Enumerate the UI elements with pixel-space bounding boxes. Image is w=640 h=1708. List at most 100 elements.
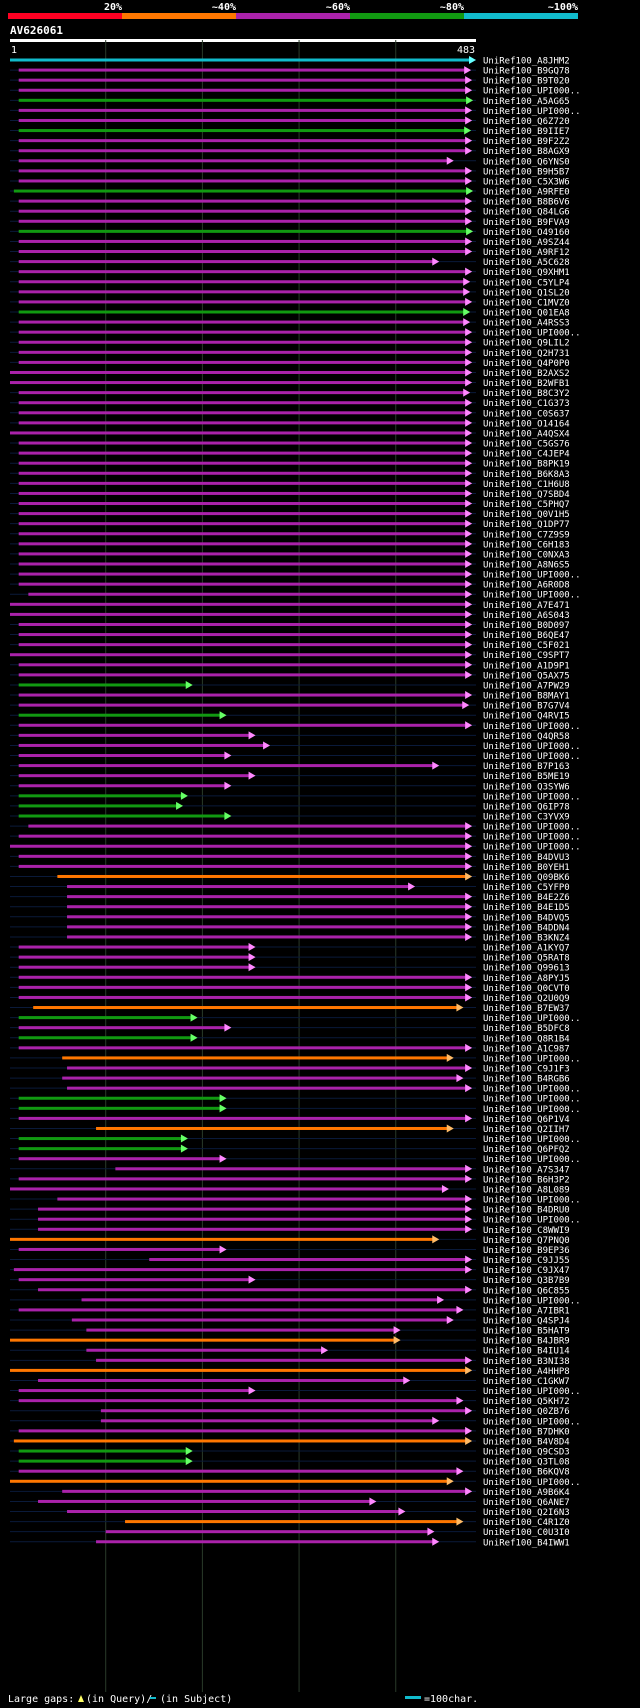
- hit-bar[interactable]: [67, 905, 467, 909]
- hit-bar[interactable]: [18, 572, 467, 576]
- hit-row[interactable]: UniRef100_B3NI38: [10, 1356, 570, 1367]
- hit-row[interactable]: UniRef100_C9JX47: [10, 1265, 570, 1277]
- hit-row[interactable]: UniRef100_Q2I6N3: [10, 1507, 570, 1519]
- hit-bar[interactable]: [62, 1076, 458, 1080]
- hit-label[interactable]: UniRef100_C4R1Z0: [483, 1518, 570, 1528]
- hit-row[interactable]: UniRef100_Q4P0P0: [10, 358, 570, 369]
- hit-bar[interactable]: [18, 1026, 226, 1030]
- hit-label[interactable]: UniRef100_O14164: [483, 419, 570, 429]
- hit-label[interactable]: UniRef100_B8B6V6: [483, 198, 570, 208]
- hit-label[interactable]: UniRef100_B7EW37: [483, 1004, 570, 1014]
- hit-label[interactable]: UniRef100_C9JX47: [483, 1266, 570, 1276]
- hit-label[interactable]: UniRef100_Q4QR58: [483, 732, 570, 742]
- hit-row[interactable]: UniRef100_Q6C855: [10, 1285, 570, 1297]
- hit-bar[interactable]: [18, 1106, 221, 1110]
- hit-row[interactable]: UniRef100_UPI000..: [10, 822, 581, 833]
- hit-row[interactable]: UniRef100_Q1DP77: [10, 519, 570, 531]
- hit-label[interactable]: UniRef100_B9GQ78: [483, 67, 570, 77]
- hit-label[interactable]: UniRef100_Q2H731: [483, 349, 570, 359]
- hit-bar[interactable]: [18, 562, 467, 566]
- hit-label[interactable]: UniRef100_UPI000..: [483, 1105, 581, 1115]
- hit-bar[interactable]: [18, 754, 226, 758]
- hit-label[interactable]: UniRef100_C9SPT7: [483, 651, 570, 661]
- hit-row[interactable]: UniRef100_Q0ZB76: [10, 1406, 570, 1418]
- hit-row[interactable]: UniRef100_B4E2Z6: [10, 892, 570, 904]
- hit-label[interactable]: UniRef100_B5DFC8: [483, 1024, 570, 1034]
- hit-label[interactable]: UniRef100_Q2I6N3: [483, 1508, 570, 1518]
- hit-label[interactable]: UniRef100_C0S637: [483, 409, 570, 419]
- hit-row[interactable]: UniRef100_A7S347: [10, 1164, 570, 1176]
- hit-label[interactable]: UniRef100_UPI000..: [483, 722, 581, 732]
- hit-label[interactable]: UniRef100_C9J1F3: [483, 1065, 570, 1075]
- hit-bar[interactable]: [10, 612, 467, 616]
- hit-label[interactable]: UniRef100_UPI000..: [483, 1196, 581, 1206]
- hit-row[interactable]: UniRef100_B7EW37: [10, 1003, 570, 1015]
- hit-row[interactable]: UniRef100_C4R1Z0: [10, 1517, 570, 1529]
- hit-label[interactable]: UniRef100_A8PYJ5: [483, 974, 570, 984]
- hit-label[interactable]: UniRef100_Q3B7B9: [483, 1276, 570, 1286]
- hit-row[interactable]: UniRef100_UPI000..: [10, 570, 581, 581]
- hit-bar[interactable]: [18, 945, 250, 949]
- hit-bar[interactable]: [18, 1177, 467, 1181]
- hit-bar[interactable]: [18, 1308, 458, 1312]
- hit-label[interactable]: UniRef100_A4QSX4: [483, 429, 570, 439]
- hit-label[interactable]: UniRef100_B4IU14: [483, 1347, 570, 1357]
- hit-bar[interactable]: [18, 1147, 182, 1151]
- hit-row[interactable]: UniRef100_UPI000..: [10, 590, 581, 601]
- hit-bar[interactable]: [62, 1489, 467, 1493]
- hit-bar[interactable]: [10, 1338, 395, 1342]
- hit-label[interactable]: UniRef100_B9F2Z2: [483, 137, 570, 147]
- hit-label[interactable]: UniRef100_Q6IP78: [483, 802, 570, 812]
- hit-label[interactable]: UniRef100_Q5KH72: [483, 1397, 570, 1407]
- hit-bar[interactable]: [62, 1056, 448, 1060]
- hit-bar[interactable]: [18, 1399, 458, 1403]
- hit-bar[interactable]: [67, 885, 410, 889]
- hit-row[interactable]: UniRef100_Q9CSD3: [10, 1447, 570, 1458]
- hit-row[interactable]: UniRef100_Q9XHM1: [10, 267, 570, 279]
- hit-label[interactable]: UniRef100_UPI000..: [483, 742, 581, 752]
- hit-label[interactable]: UniRef100_A9B6K4: [483, 1488, 570, 1498]
- hit-row[interactable]: UniRef100_C1MVZ0: [10, 297, 570, 309]
- hit-bar[interactable]: [18, 260, 434, 264]
- hit-bar[interactable]: [18, 985, 467, 989]
- hit-label[interactable]: UniRef100_Q01EA8: [483, 309, 570, 319]
- hit-bar[interactable]: [86, 1328, 395, 1332]
- hit-row[interactable]: UniRef100_UPI000..: [10, 1053, 581, 1065]
- hit-bar[interactable]: [18, 108, 467, 112]
- hit-label[interactable]: UniRef100_UPI000..: [483, 752, 581, 762]
- hit-row[interactable]: UniRef100_O49160: [10, 227, 570, 238]
- hit-label[interactable]: UniRef100_UPI000..: [483, 591, 581, 601]
- hit-label[interactable]: UniRef100_B9FVA9: [483, 218, 570, 228]
- hit-label[interactable]: UniRef100_Q6PFQ2: [483, 1145, 570, 1155]
- hit-bar[interactable]: [18, 1459, 187, 1463]
- hit-bar[interactable]: [18, 98, 468, 102]
- hit-label[interactable]: UniRef100_B8PK19: [483, 460, 570, 470]
- hit-row[interactable]: UniRef100_Q5AX75: [10, 670, 570, 682]
- hit-label[interactable]: UniRef100_B9EP36: [483, 1246, 570, 1256]
- hit-label[interactable]: UniRef100_B7G7V4: [483, 702, 570, 712]
- hit-row[interactable]: UniRef100_UPI000..: [10, 1134, 581, 1146]
- hit-row[interactable]: UniRef100_A6S043: [10, 610, 570, 621]
- hit-bar[interactable]: [18, 502, 467, 506]
- hit-row[interactable]: UniRef100_B9F2Z2: [10, 136, 570, 148]
- hit-label[interactable]: UniRef100_UPI000..: [483, 1085, 581, 1095]
- hit-label[interactable]: UniRef100_UPI000..: [483, 1014, 581, 1024]
- hit-bar[interactable]: [18, 582, 467, 586]
- hit-label[interactable]: UniRef100_A8N6S5: [483, 561, 570, 571]
- hit-row[interactable]: UniRef100_B4DVQ5: [10, 912, 570, 924]
- hit-bar[interactable]: [18, 995, 467, 999]
- hit-row[interactable]: UniRef100_A4RSS3: [10, 318, 570, 329]
- hit-row[interactable]: UniRef100_Q6YNS0: [10, 156, 570, 168]
- hit-row[interactable]: UniRef100_C9JJ55: [10, 1255, 570, 1267]
- hit-label[interactable]: UniRef100_UPI000..: [483, 107, 581, 117]
- hit-row[interactable]: UniRef100_A8JHM2: [10, 56, 570, 67]
- hit-row[interactable]: UniRef100_B5DFC8: [10, 1023, 570, 1035]
- hit-row[interactable]: UniRef100_A4QSX4: [10, 428, 570, 440]
- hit-label[interactable]: UniRef100_Q7SBD4: [483, 490, 570, 500]
- hit-row[interactable]: UniRef100_C0NXA3: [10, 549, 570, 561]
- hit-row[interactable]: UniRef100_A7PW29: [10, 680, 570, 692]
- hit-label[interactable]: UniRef100_B4IWW1: [483, 1538, 570, 1548]
- hit-bar[interactable]: [18, 713, 221, 717]
- hit-bar[interactable]: [18, 1157, 221, 1161]
- hit-bar[interactable]: [18, 864, 467, 868]
